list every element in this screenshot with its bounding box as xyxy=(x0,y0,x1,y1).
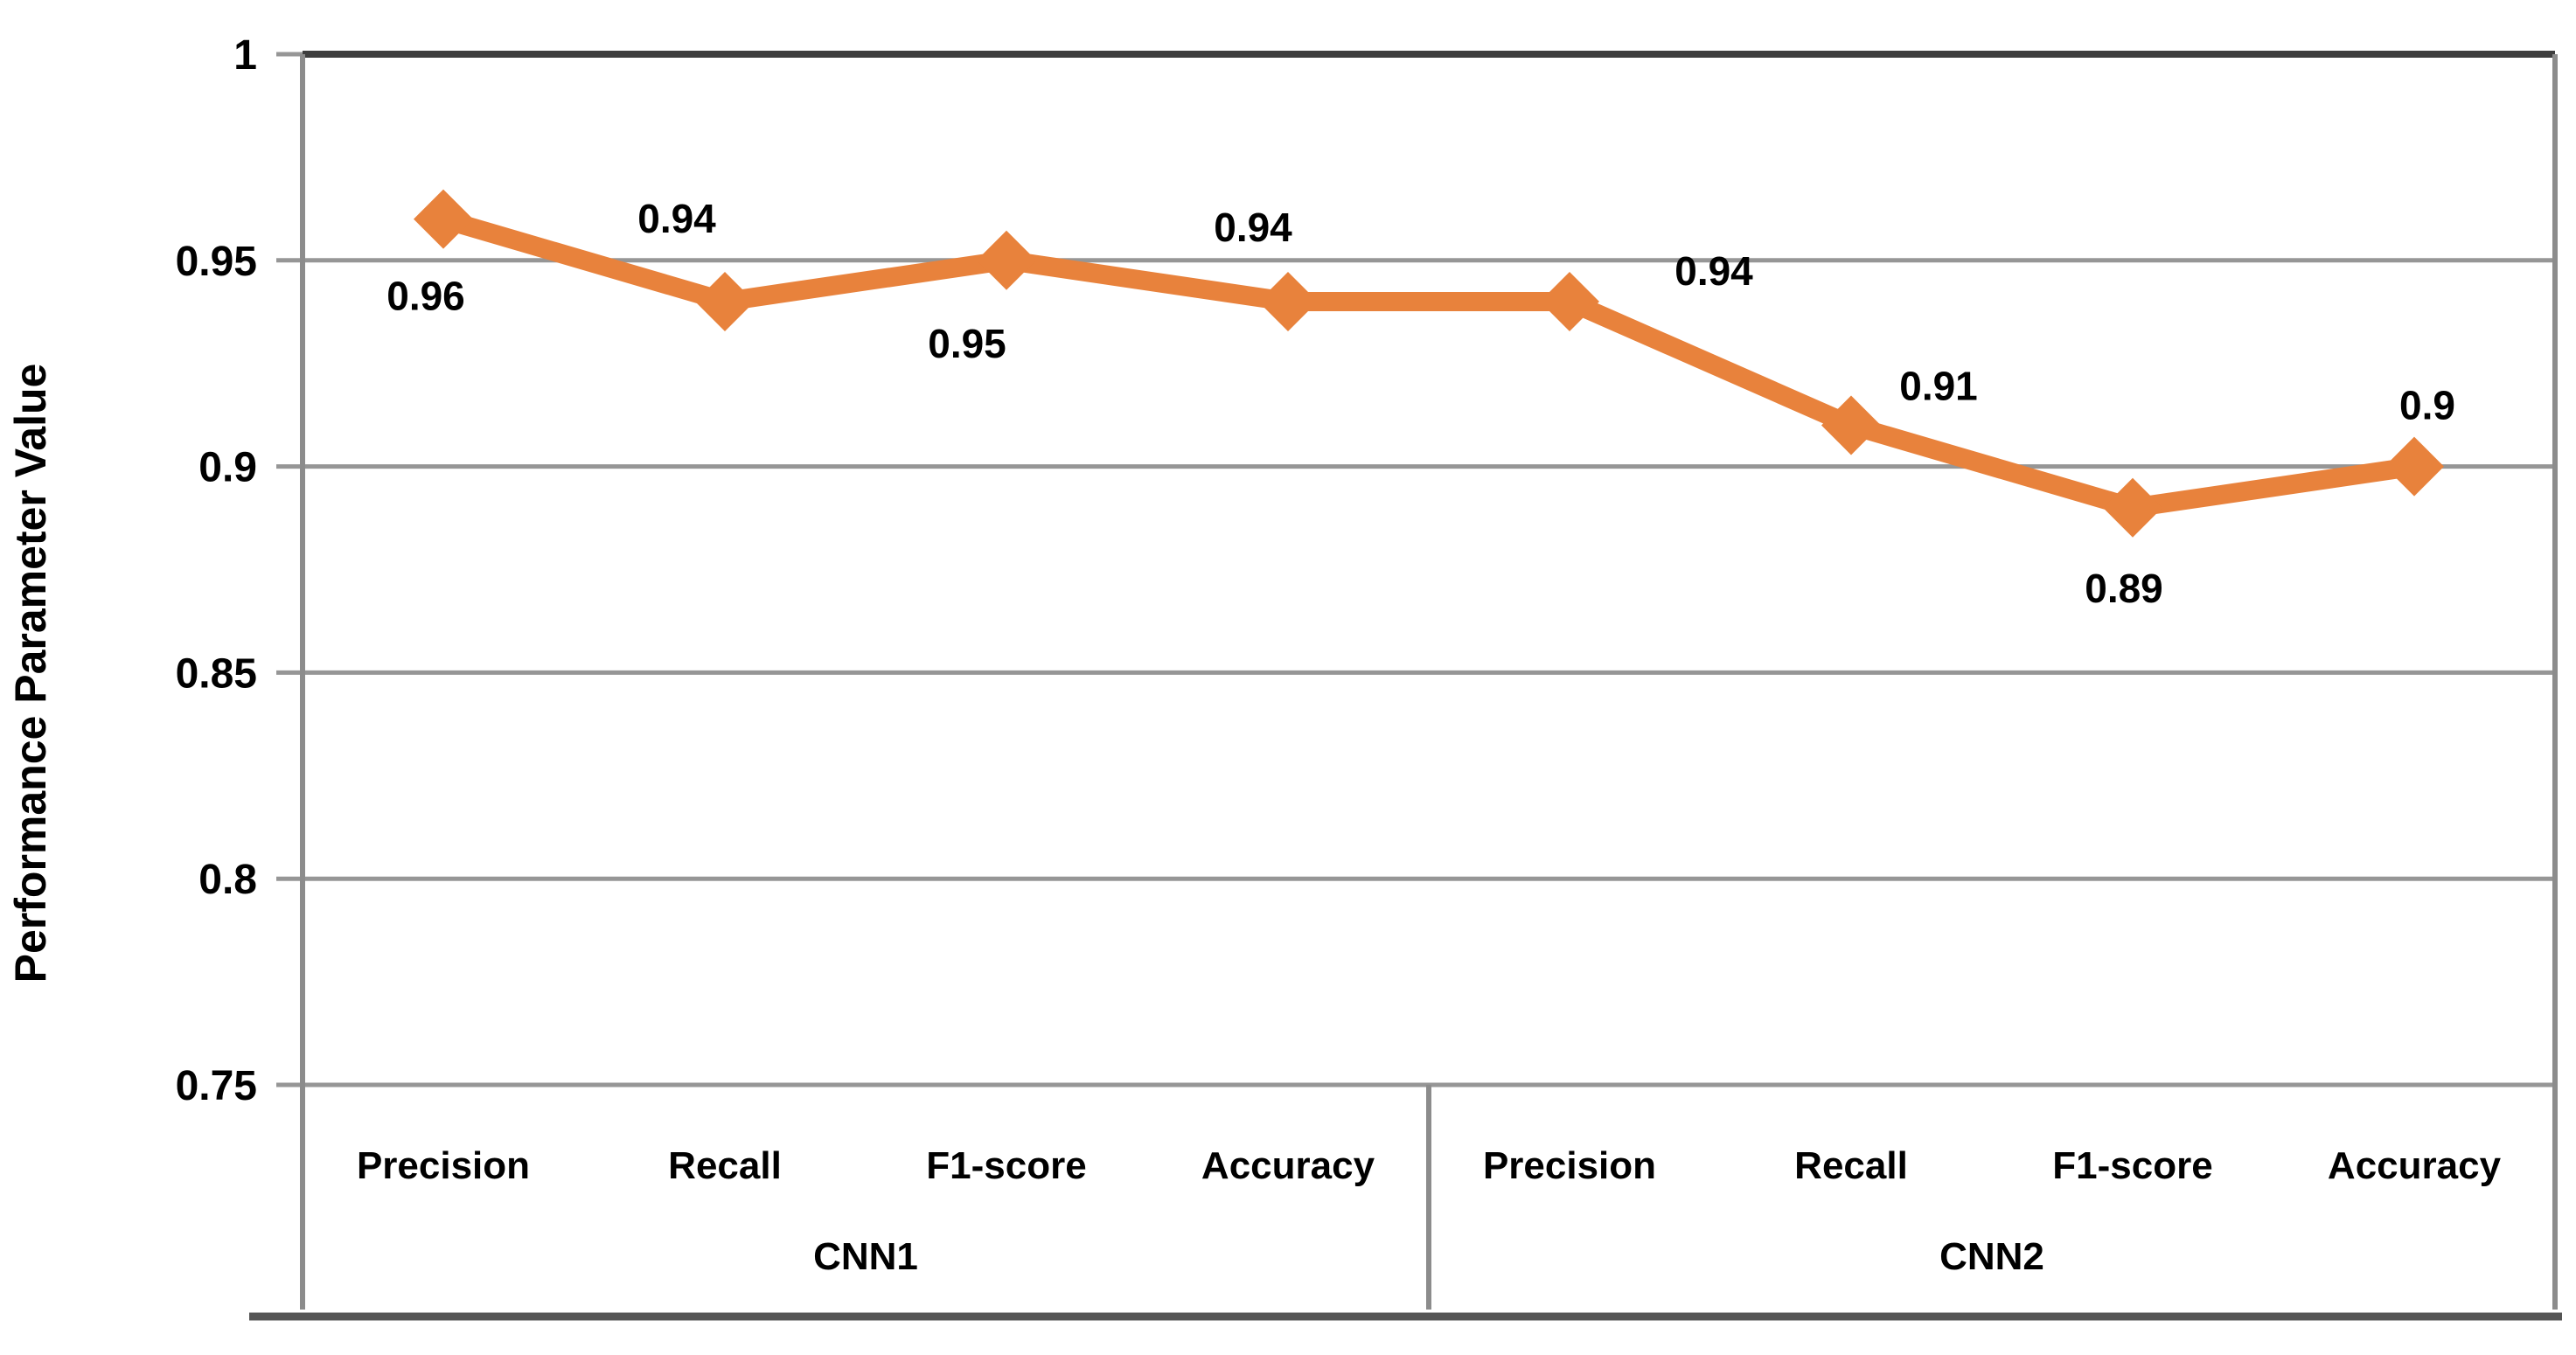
data-line xyxy=(440,210,2416,518)
y-tick-label-0.85: 0.85 xyxy=(176,650,257,697)
data-marker-1 xyxy=(695,271,755,331)
group-label-CNN2: CNN2 xyxy=(1939,1235,2044,1278)
y-tick-label-0.9: 0.9 xyxy=(198,445,257,491)
category-label-6: F1-score xyxy=(2052,1144,2212,1187)
data-label-7: 0.9 xyxy=(2399,383,2455,428)
category-label-5: Recall xyxy=(1794,1144,1908,1187)
category-label-2: F1-score xyxy=(926,1144,1086,1187)
data-label-6: 0.89 xyxy=(2085,566,2163,611)
category-label-3: Accuracy xyxy=(1201,1144,1375,1187)
data-label-4: 0.94 xyxy=(1674,248,1753,294)
data-marker-4 xyxy=(1540,271,1599,331)
data-label-1: 0.94 xyxy=(637,196,716,241)
data-marker-0 xyxy=(414,189,473,249)
y-tick-label-1: 1 xyxy=(233,32,257,79)
data-marker-3 xyxy=(1258,271,1318,331)
category-label-7: Accuracy xyxy=(2328,1144,2502,1187)
data-marker-6 xyxy=(2103,477,2162,538)
y-tick-label-0.75: 0.75 xyxy=(176,1063,257,1109)
data-label-5: 0.91 xyxy=(1899,363,1978,408)
data-marker-7 xyxy=(2385,436,2444,497)
data-label-2: 0.95 xyxy=(928,321,1006,366)
y-axis-title: Performance Parameter Value xyxy=(6,364,55,983)
category-label-4: Precision xyxy=(1483,1144,1656,1187)
data-label-0: 0.96 xyxy=(386,274,465,319)
category-label-0: Precision xyxy=(357,1144,530,1187)
y-tick-label-0.95: 0.95 xyxy=(176,239,257,285)
data-label-3: 0.94 xyxy=(1214,205,1292,250)
category-label-1: Recall xyxy=(668,1144,782,1187)
data-marker-5 xyxy=(1821,395,1881,455)
data-marker-2 xyxy=(977,230,1036,290)
y-tick-label-0.8: 0.8 xyxy=(198,857,257,903)
group-label-CNN1: CNN1 xyxy=(813,1235,918,1278)
